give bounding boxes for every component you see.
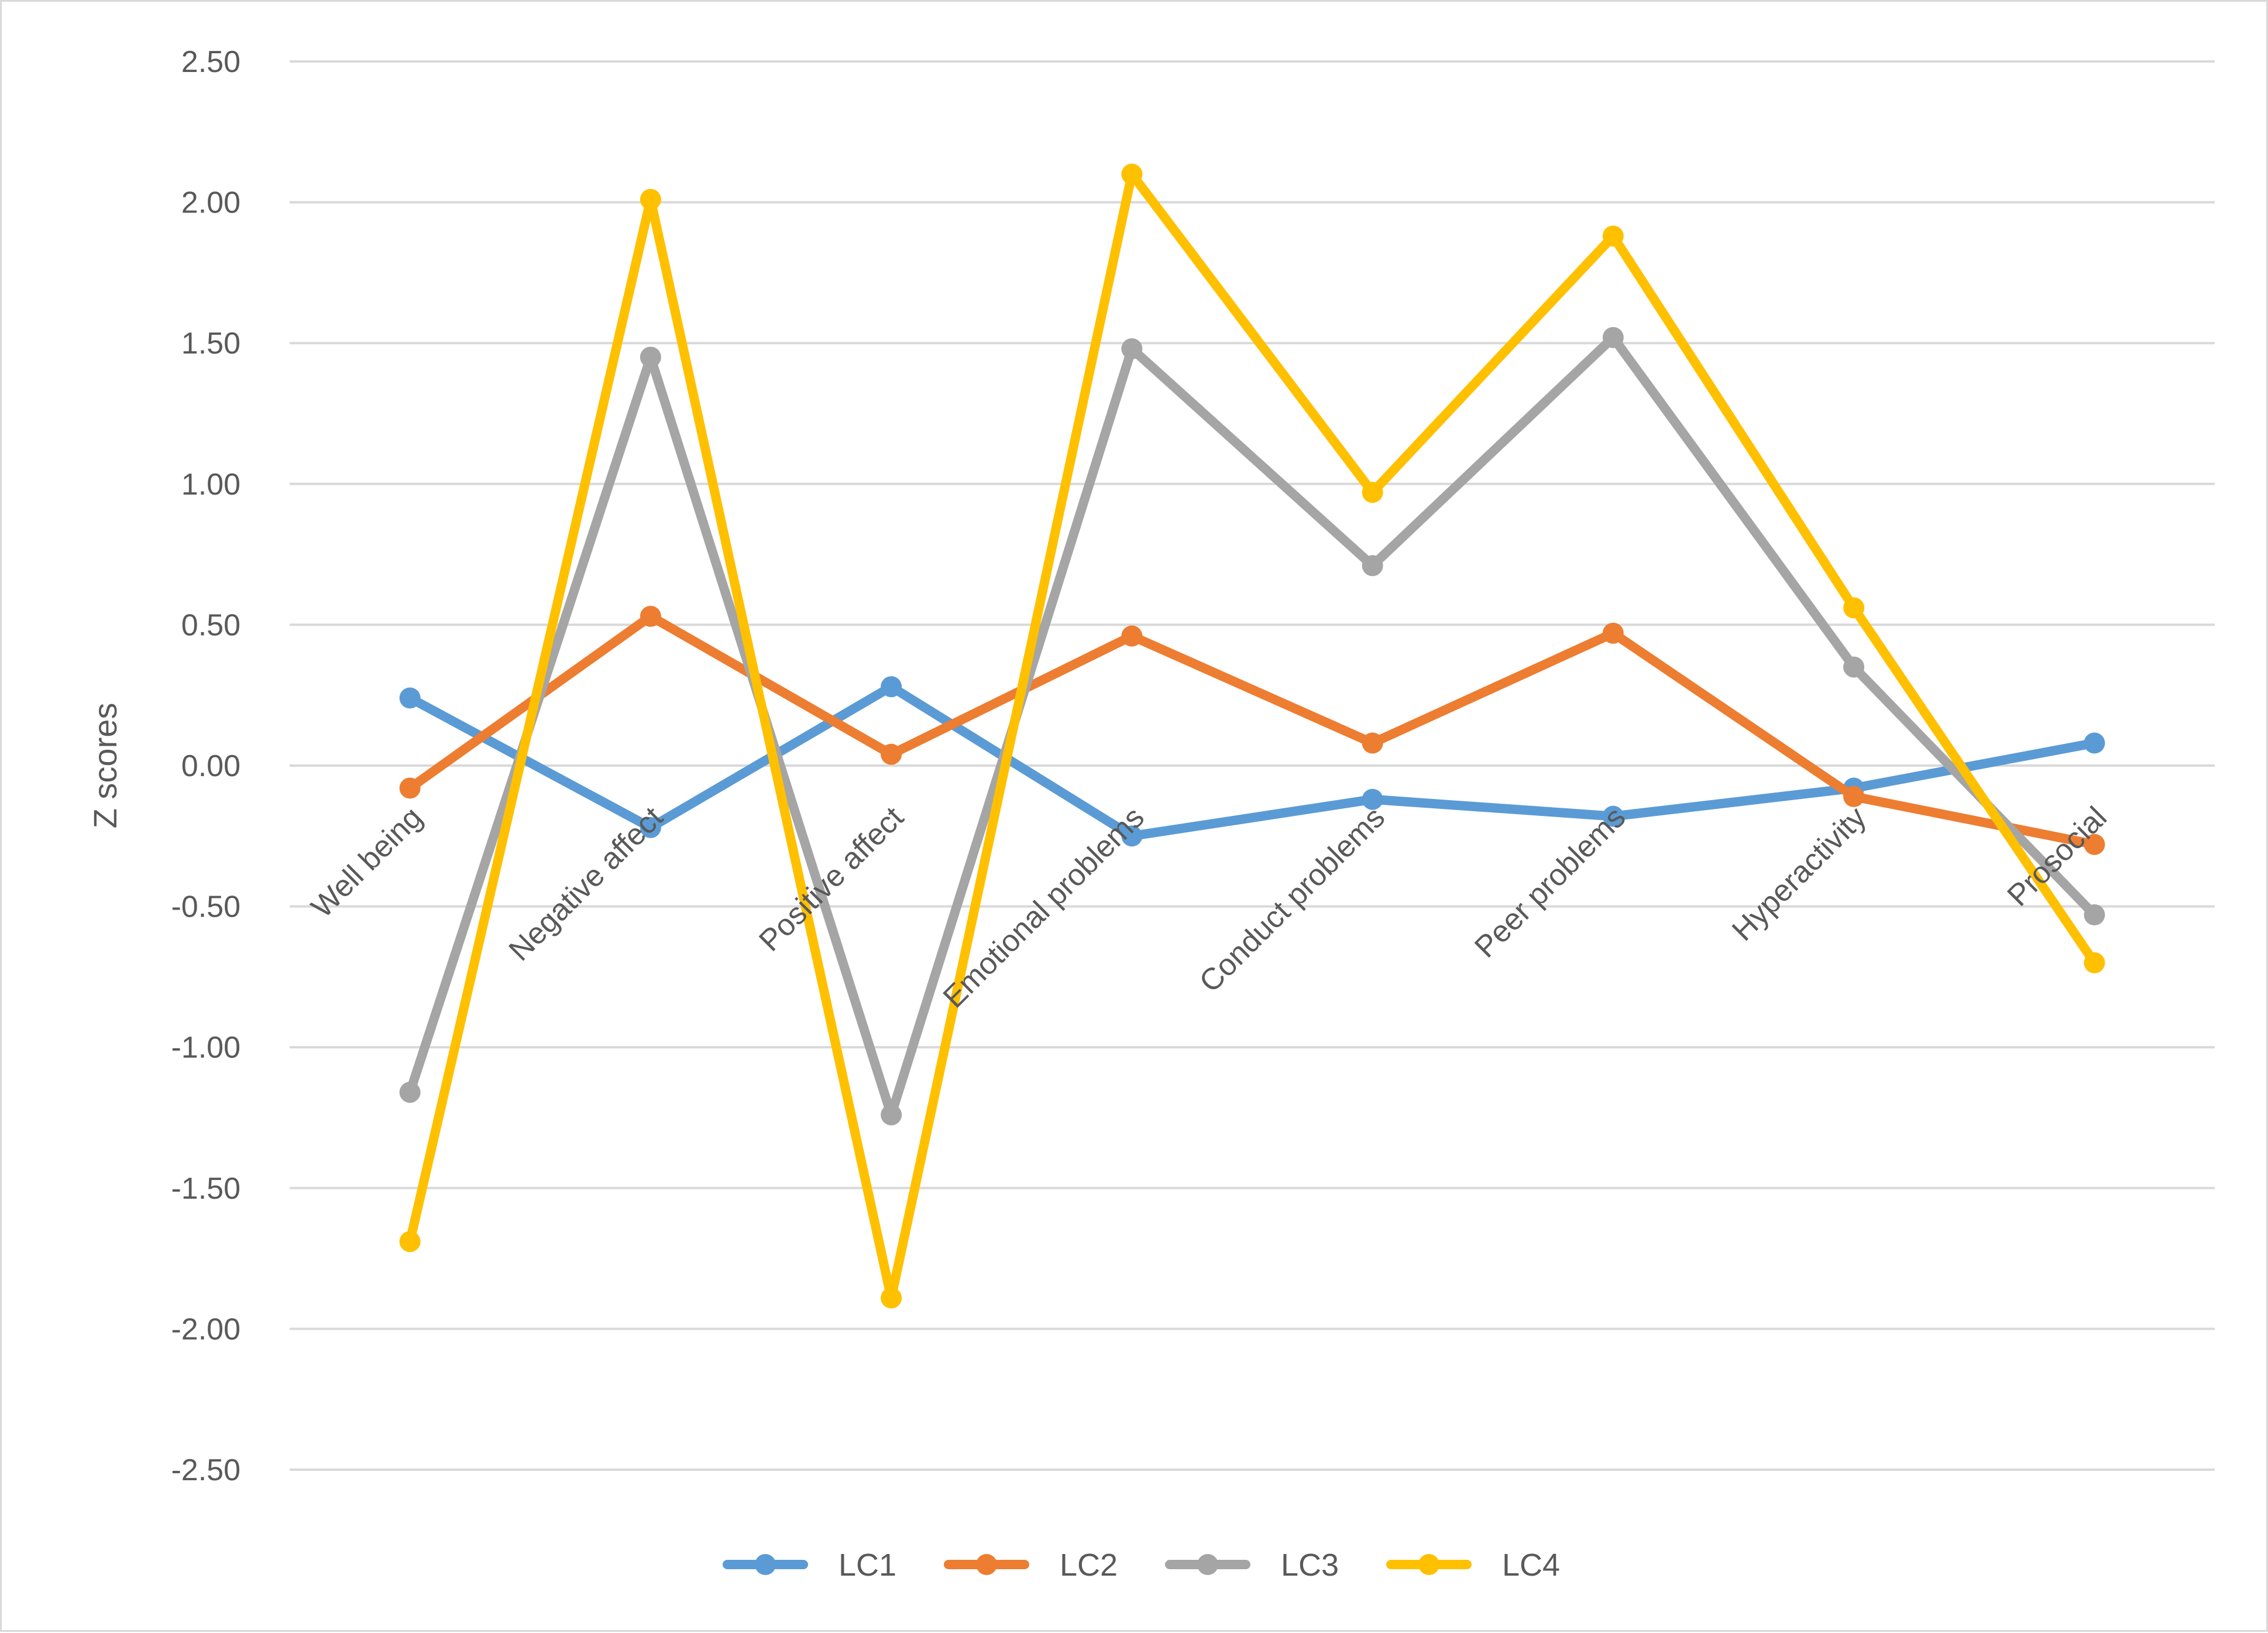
legend-item-lc2: LC2: [944, 1548, 1118, 1583]
series-lc4: [399, 163, 2105, 1309]
data-point: [1602, 622, 1624, 644]
legend-item-lc3: LC3: [1165, 1548, 1339, 1583]
y-tick-label: -0.50: [171, 890, 240, 924]
data-point: [881, 743, 902, 765]
data-point: [1602, 327, 1624, 348]
legend-label: LC4: [1502, 1548, 1560, 1583]
data-point: [640, 347, 661, 368]
series-lc1: [399, 676, 2105, 847]
legend-swatch-marker: [1418, 1554, 1439, 1575]
y-tick-label: -1.50: [171, 1172, 240, 1206]
y-tick-label: -1.00: [171, 1031, 240, 1065]
legend-label: LC2: [1060, 1548, 1118, 1583]
data-point: [1121, 338, 1143, 359]
data-point: [881, 1287, 902, 1309]
legend-label: LC1: [839, 1548, 896, 1583]
legend-item-lc1: LC1: [723, 1548, 896, 1583]
x-category-label: Conduct problems: [1193, 800, 1391, 999]
y-tick-label: 0.00: [181, 749, 240, 783]
data-point: [1602, 225, 1624, 247]
y-tick-label: 1.50: [181, 327, 240, 361]
y-tick-label: 1.00: [181, 468, 240, 502]
series-lc2: [399, 605, 2105, 855]
legend-swatch-marker: [1197, 1554, 1218, 1575]
data-point: [1362, 482, 1383, 503]
data-point: [1362, 555, 1383, 577]
y-tick-label: 2.00: [181, 186, 240, 220]
data-point: [881, 1104, 902, 1126]
legend: LC1 LC2 LC3 LC4: [723, 1548, 1560, 1583]
data-point: [1121, 163, 1143, 185]
data-point: [2084, 732, 2105, 754]
data-point: [640, 605, 661, 627]
data-point: [1121, 825, 1143, 847]
data-point: [1843, 785, 1865, 807]
series-line-lc2: [405, 611, 2099, 849]
x-category-label: Hyperactivity: [1726, 800, 1872, 947]
data-point: [399, 687, 421, 709]
series-lc3: [399, 327, 2105, 1126]
data-point: [1362, 788, 1383, 810]
legend-swatch-marker: [976, 1554, 997, 1575]
y-tick-label: -2.00: [171, 1312, 240, 1346]
data-point: [399, 1231, 421, 1253]
gridlines: [290, 60, 2215, 1471]
data-point: [1121, 625, 1143, 647]
x-category-label: Negative affect: [503, 800, 670, 968]
y-axis-tick-labels: 2.50 2.00 1.50 1.00 0.50 0.00 -0.50 -1.00 -1.50 -…: [171, 45, 240, 1487]
legend-swatch-marker: [755, 1554, 776, 1575]
data-point: [1843, 597, 1865, 619]
data-point: [1362, 732, 1383, 754]
legend-label: LC3: [1281, 1548, 1339, 1583]
data-point: [1602, 805, 1624, 827]
series-lines: [399, 163, 2105, 1309]
legend-item-lc4: LC4: [1386, 1548, 1560, 1583]
x-category-label: Peer problems: [1468, 800, 1632, 964]
data-point: [399, 777, 421, 799]
data-point: [2084, 833, 2105, 855]
data-point: [881, 676, 902, 698]
y-tick-label: 2.50: [181, 45, 240, 79]
series-line-lc1: [405, 682, 2099, 841]
series-line-lc3: [405, 332, 2099, 1120]
y-tick-label: -2.50: [171, 1453, 240, 1487]
y-tick-label: 0.50: [181, 608, 240, 642]
data-point: [640, 188, 661, 210]
data-point: [2084, 952, 2105, 973]
data-point: [640, 816, 661, 838]
series-line-lc4: [405, 169, 2099, 1303]
data-point: [2084, 904, 2105, 926]
data-point: [399, 1082, 421, 1103]
y-axis-title: Z scores: [87, 703, 123, 829]
data-point: [1843, 656, 1865, 678]
